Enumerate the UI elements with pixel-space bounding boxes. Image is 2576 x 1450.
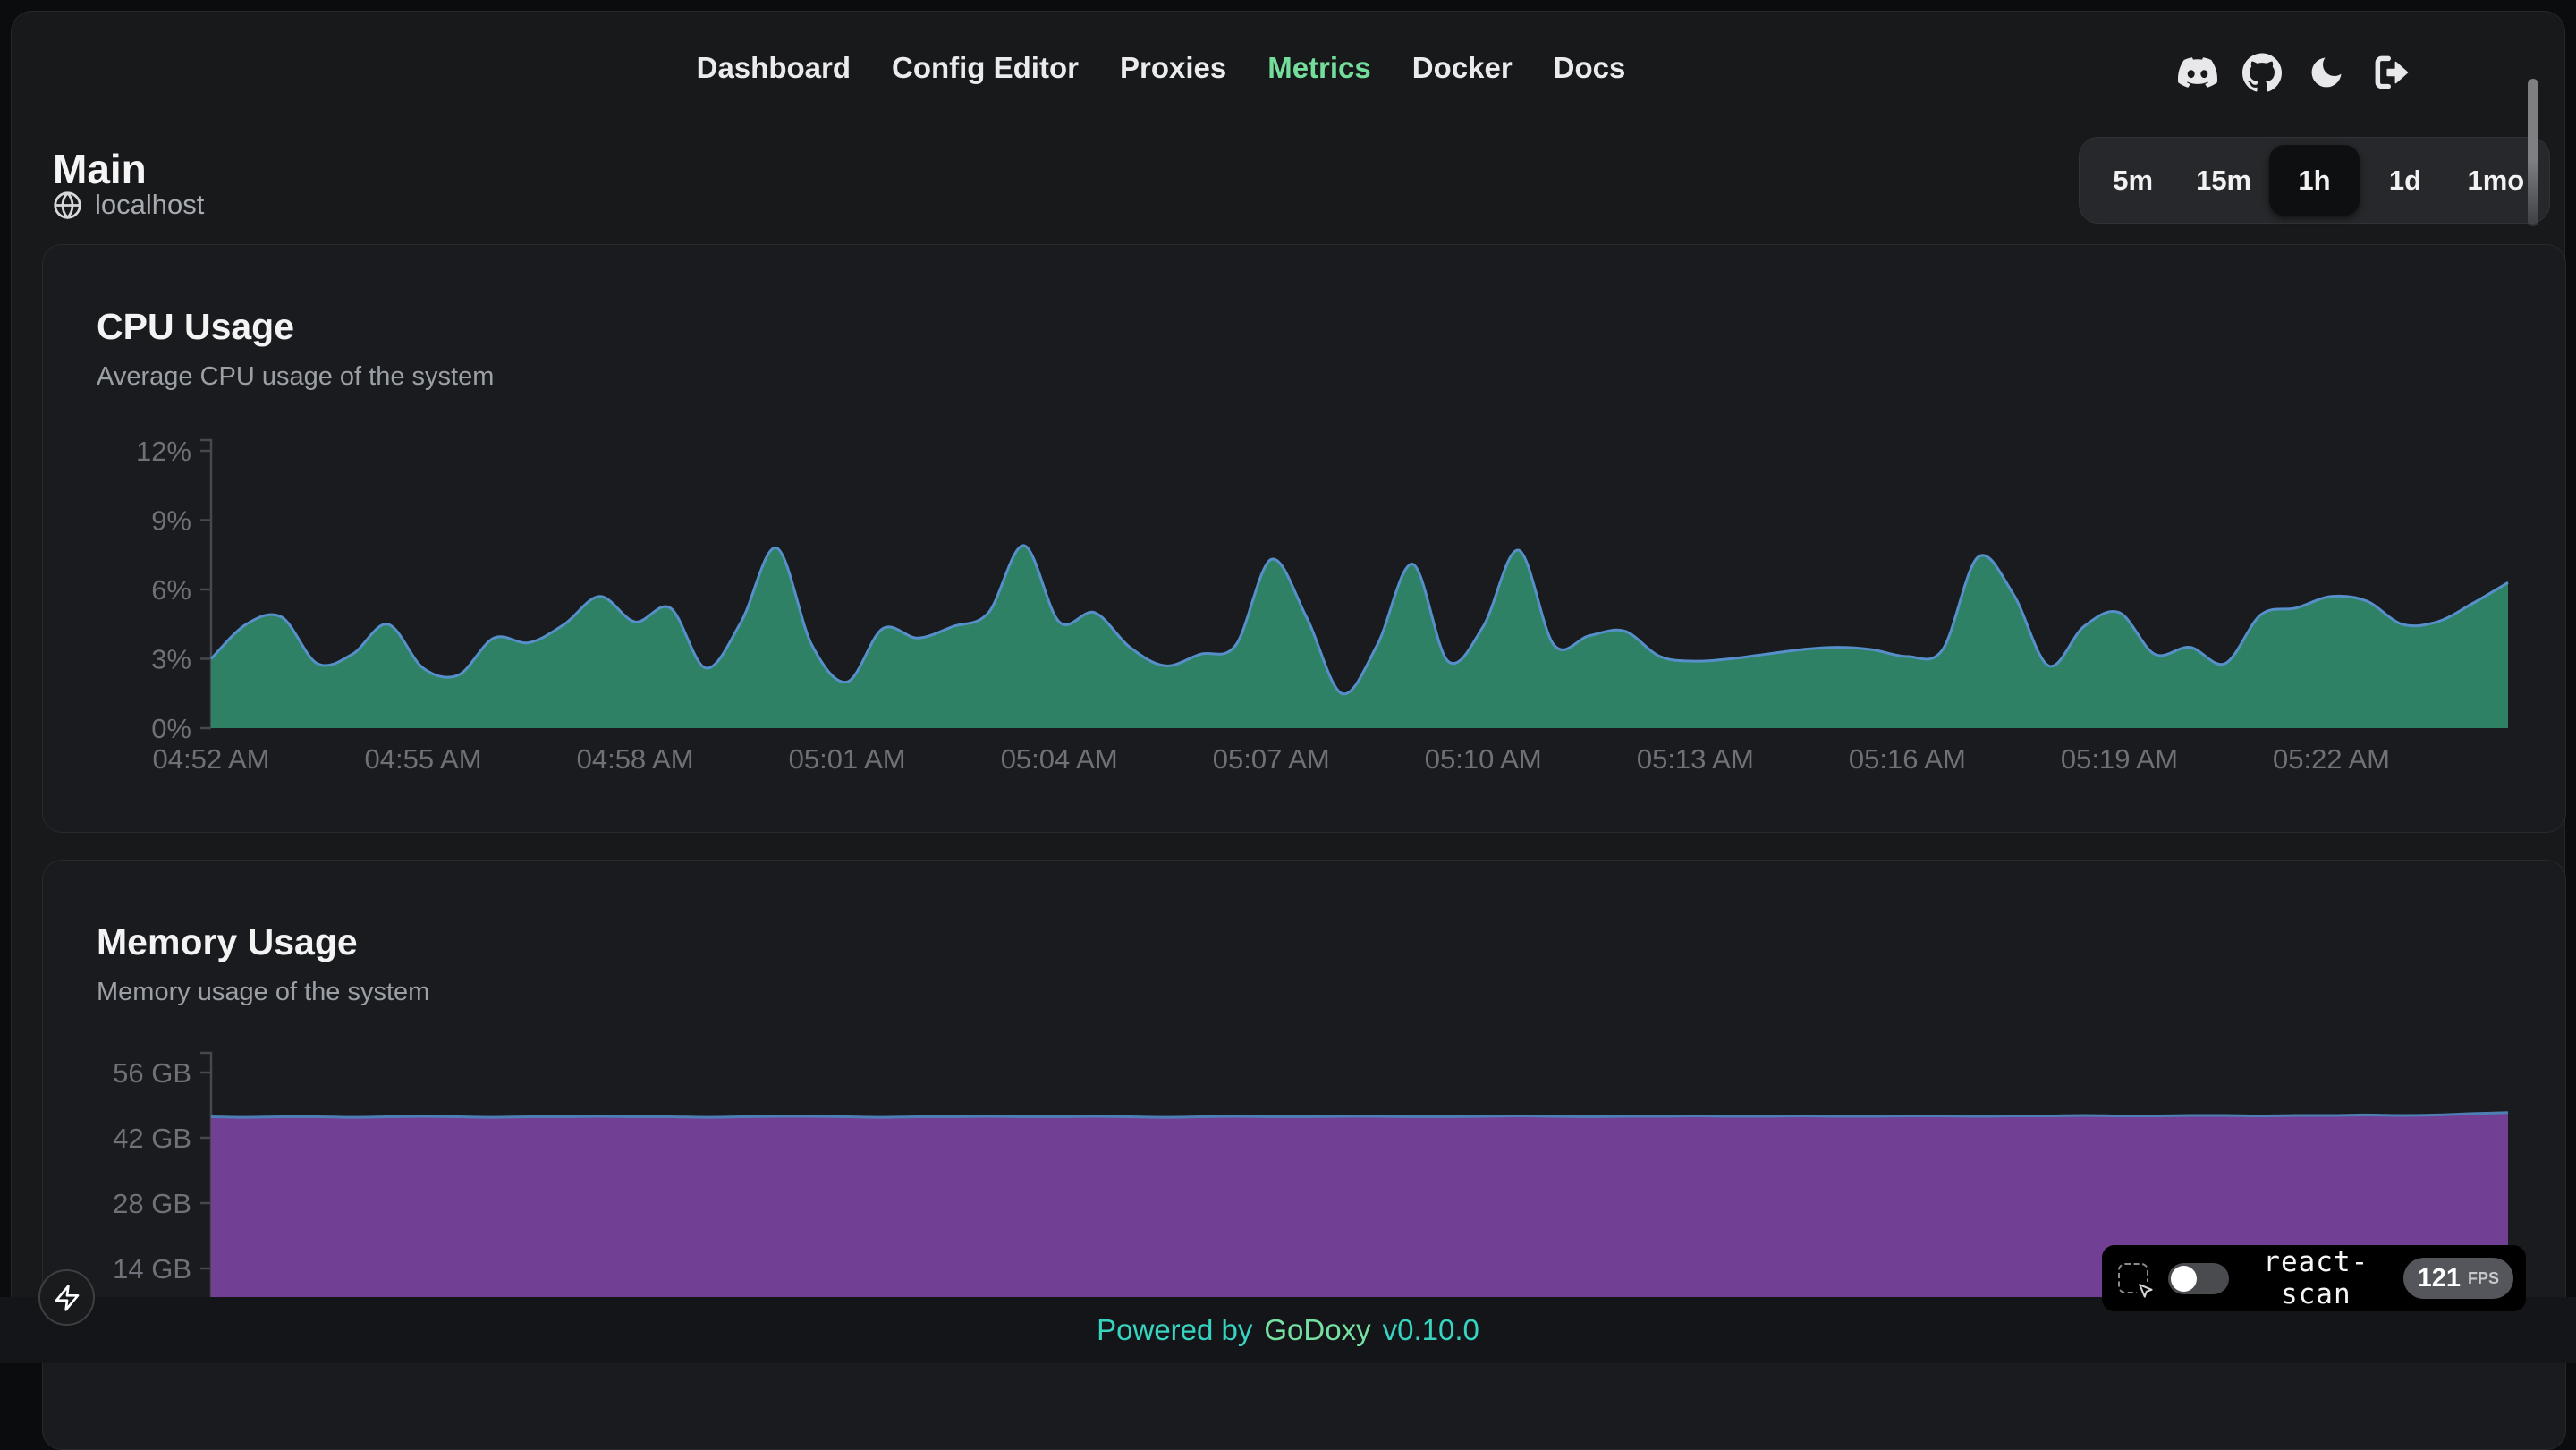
svg-text:05:01 AM: 05:01 AM — [789, 743, 906, 775]
time-option-1h[interactable]: 1h — [2268, 145, 2360, 216]
fps-badge: 121 FPS — [2402, 1258, 2513, 1299]
svg-text:14 GB: 14 GB — [113, 1253, 191, 1285]
svg-text:05:16 AM: 05:16 AM — [1849, 743, 1966, 775]
nav-item-config-editor[interactable]: Config Editor — [892, 51, 1079, 84]
time-option-1mo[interactable]: 1mo — [2467, 164, 2525, 196]
svg-text:04:52 AM: 04:52 AM — [153, 743, 270, 775]
svg-text:04:58 AM: 04:58 AM — [577, 743, 694, 775]
svg-text:9%: 9% — [151, 505, 191, 537]
memory-card-title: Memory Usage — [97, 921, 358, 962]
nav-item-docs[interactable]: Docs — [1553, 51, 1626, 84]
logout-icon[interactable] — [2371, 53, 2411, 92]
time-range-selector: 5m 15m 1h 1d 1mo — [2079, 137, 2550, 224]
svg-text:05:13 AM: 05:13 AM — [1637, 743, 1754, 775]
time-option-15m[interactable]: 15m — [2196, 164, 2252, 196]
lightning-fab-button[interactable] — [38, 1269, 95, 1326]
footer-powered-by: Powered by — [1097, 1313, 1253, 1346]
globe-icon — [54, 191, 81, 219]
memory-usage-area-chart: 14 GB 28 GB 42 GB 56 GB — [113, 1051, 2509, 1334]
react-scan-widget[interactable]: react-scan 121 FPS — [2102, 1245, 2526, 1311]
fps-value: 121 — [2417, 1263, 2461, 1293]
top-icon-bar — [2178, 53, 2411, 92]
svg-text:12%: 12% — [136, 436, 191, 467]
cpu-usage-chart: 0% 3% 6% 9% 12% 04:52 AM 04:55 AM 04:58 AM 05:01… — [50, 429, 2528, 787]
top-navigation: Dashboard Config Editor Proxies Metrics … — [12, 51, 2310, 85]
footer-brand-link[interactable]: GoDoxy — [1264, 1313, 1371, 1346]
svg-text:05:10 AM: 05:10 AM — [1425, 743, 1542, 775]
time-option-5m[interactable]: 5m — [2113, 164, 2154, 196]
svg-text:05:04 AM: 05:04 AM — [1001, 743, 1118, 775]
footer-version: v0.10.0 — [1382, 1313, 1479, 1346]
vertical-scrollbar-thumb[interactable] — [2528, 79, 2538, 226]
discord-icon[interactable] — [2178, 53, 2217, 92]
svg-text:0%: 0% — [151, 713, 191, 744]
svg-text:04:55 AM: 04:55 AM — [365, 743, 482, 775]
github-icon[interactable] — [2242, 53, 2282, 92]
svg-text:05:07 AM: 05:07 AM — [1213, 743, 1330, 775]
memory-card-subtitle: Memory usage of the system — [97, 978, 430, 1006]
svg-text:56 GB: 56 GB — [113, 1057, 191, 1089]
svg-text:28 GB: 28 GB — [113, 1188, 191, 1219]
page-title: Main — [53, 145, 147, 192]
fps-unit-label: FPS — [2467, 1268, 2499, 1287]
nav-item-proxies[interactable]: Proxies — [1119, 51, 1227, 84]
nav-item-docker[interactable]: Docker — [1411, 51, 1513, 84]
memory-usage-chart: 14 GB 28 GB 42 GB 56 GB — [50, 1039, 2528, 1376]
toggle-knob — [2171, 1265, 2197, 1292]
svg-text:3%: 3% — [151, 644, 191, 675]
nav-item-dashboard[interactable]: Dashboard — [696, 51, 851, 84]
cpu-usage-card: CPU Usage Average CPU usage of the syste… — [42, 244, 2566, 833]
host-label: localhost — [95, 189, 205, 220]
react-scan-label: react-scan — [2263, 1246, 2369, 1310]
svg-text:05:22 AM: 05:22 AM — [2273, 743, 2390, 775]
theme-toggle-moon-icon[interactable] — [2307, 53, 2346, 92]
zap-icon — [55, 1284, 79, 1311]
cpu-usage-area-chart: 0% 3% 6% 9% 12% 04:52 AM 04:55 AM 04:58 AM 05:01… — [136, 436, 2509, 775]
cpu-card-subtitle: Average CPU usage of the system — [97, 362, 495, 391]
react-scan-toggle[interactable] — [2168, 1262, 2229, 1294]
host-row: localhost — [53, 189, 204, 221]
nav-item-metrics[interactable]: Metrics — [1267, 51, 1371, 84]
app-frame: Dashboard Config Editor Proxies Metrics … — [11, 11, 2566, 1450]
time-option-1d[interactable]: 1d — [2388, 164, 2422, 196]
svg-text:6%: 6% — [151, 574, 191, 606]
svg-text:05:19 AM: 05:19 AM — [2061, 743, 2178, 775]
inspect-select-icon[interactable] — [2118, 1263, 2154, 1299]
cpu-card-title: CPU Usage — [97, 306, 295, 347]
svg-text:42 GB: 42 GB — [113, 1123, 191, 1154]
